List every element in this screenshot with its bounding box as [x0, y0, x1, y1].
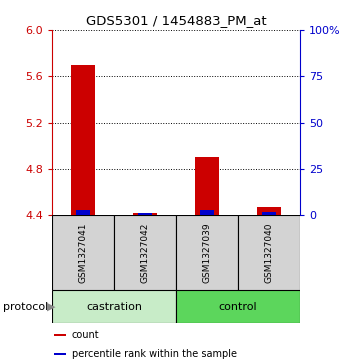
Bar: [55, 352, 66, 355]
Bar: [138, 213, 152, 215]
Text: percentile rank within the sample: percentile rank within the sample: [72, 349, 237, 359]
Text: GSM1327042: GSM1327042: [140, 222, 149, 283]
Bar: [133, 213, 158, 215]
Text: count: count: [72, 330, 99, 340]
Text: protocol: protocol: [4, 302, 49, 311]
Bar: [200, 210, 214, 215]
Bar: [195, 157, 219, 215]
Bar: [55, 334, 66, 337]
Bar: [71, 65, 96, 215]
Bar: [176, 290, 300, 323]
Text: ▶: ▶: [47, 302, 56, 311]
Bar: [76, 210, 90, 215]
Text: castration: castration: [86, 302, 142, 311]
Text: GSM1327041: GSM1327041: [78, 222, 88, 283]
Bar: [176, 215, 238, 290]
Bar: [257, 207, 281, 215]
Text: GSM1327039: GSM1327039: [203, 222, 211, 283]
Bar: [238, 215, 300, 290]
Bar: [114, 215, 176, 290]
Text: control: control: [219, 302, 257, 311]
Bar: [52, 215, 114, 290]
Bar: [52, 290, 176, 323]
Title: GDS5301 / 1454883_PM_at: GDS5301 / 1454883_PM_at: [86, 15, 266, 28]
Bar: [262, 212, 276, 215]
Text: GSM1327040: GSM1327040: [265, 222, 273, 283]
